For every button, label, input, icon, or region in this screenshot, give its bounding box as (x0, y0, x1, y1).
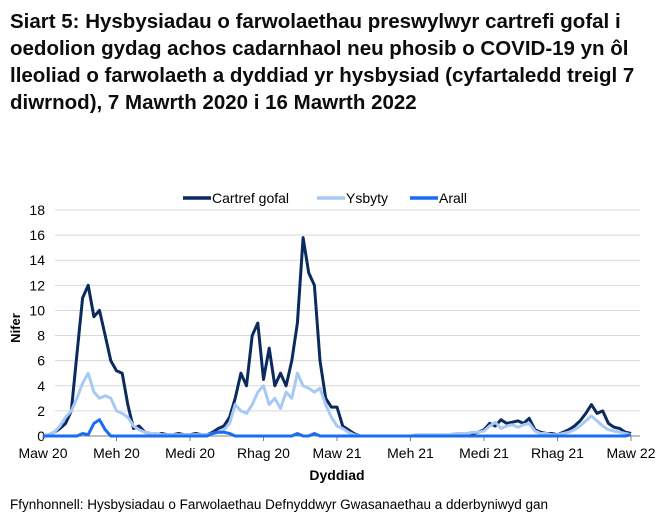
y-tick-label: 2 (37, 403, 45, 419)
x-tick-label: Medi 20 (165, 445, 215, 461)
x-tick-label: Rhag 20 (237, 445, 290, 461)
y-tick-label: 4 (37, 378, 45, 394)
y-tick-label: 18 (29, 202, 45, 218)
x-tick-label: Maw 20 (18, 445, 67, 461)
chart-title: Siart 5: Hysbysiadau o farwolaethau pres… (10, 10, 635, 114)
x-tick-label: Medi 21 (459, 445, 509, 461)
x-tick-label: Meh 20 (93, 445, 140, 461)
y-tick-label: 6 (37, 353, 45, 369)
y-tick-label: 8 (37, 328, 45, 344)
x-tick-label: Maw 22 (606, 445, 655, 461)
y-axis-ticks: 0 2 4 6 8 10 12 14 16 18 (29, 202, 45, 444)
x-tick-label: Meh 21 (387, 445, 434, 461)
y-axis-label: Nifer (8, 313, 23, 343)
series-lines (42, 236, 632, 438)
y-tick-label: 10 (29, 302, 45, 318)
legend: Cartref gofal Ysbyty Arall (183, 190, 467, 206)
legend-label: Ysbyty (346, 190, 388, 206)
series-line-1 (42, 371, 632, 438)
series-line-2 (43, 418, 632, 438)
x-axis-ticks: Maw 20 Meh 20 Medi 20 Rhag 20 Maw 21 Meh 21 Me… (18, 435, 656, 461)
x-tick-label: Maw 21 (312, 445, 361, 461)
x-axis-label: Dyddiad (309, 467, 364, 483)
line-chart: 0 2 4 6 8 10 12 14 16 18 Maw 20 Meh 20 Medi 20 Rhag … (8, 190, 656, 483)
legend-label: Cartref gofal (212, 190, 289, 206)
source-note: Ffynhonnell: Hysbysiadau o Farwolaethau … (10, 497, 549, 512)
x-tick-label: Rhag 21 (531, 445, 584, 461)
series-line-0 (42, 236, 632, 438)
gridlines (55, 209, 640, 412)
y-tick-label: 16 (29, 227, 45, 243)
legend-label: Arall (439, 190, 467, 206)
y-tick-label: 12 (29, 277, 45, 293)
y-tick-label: 0 (37, 428, 45, 444)
y-tick-label: 14 (29, 252, 45, 268)
